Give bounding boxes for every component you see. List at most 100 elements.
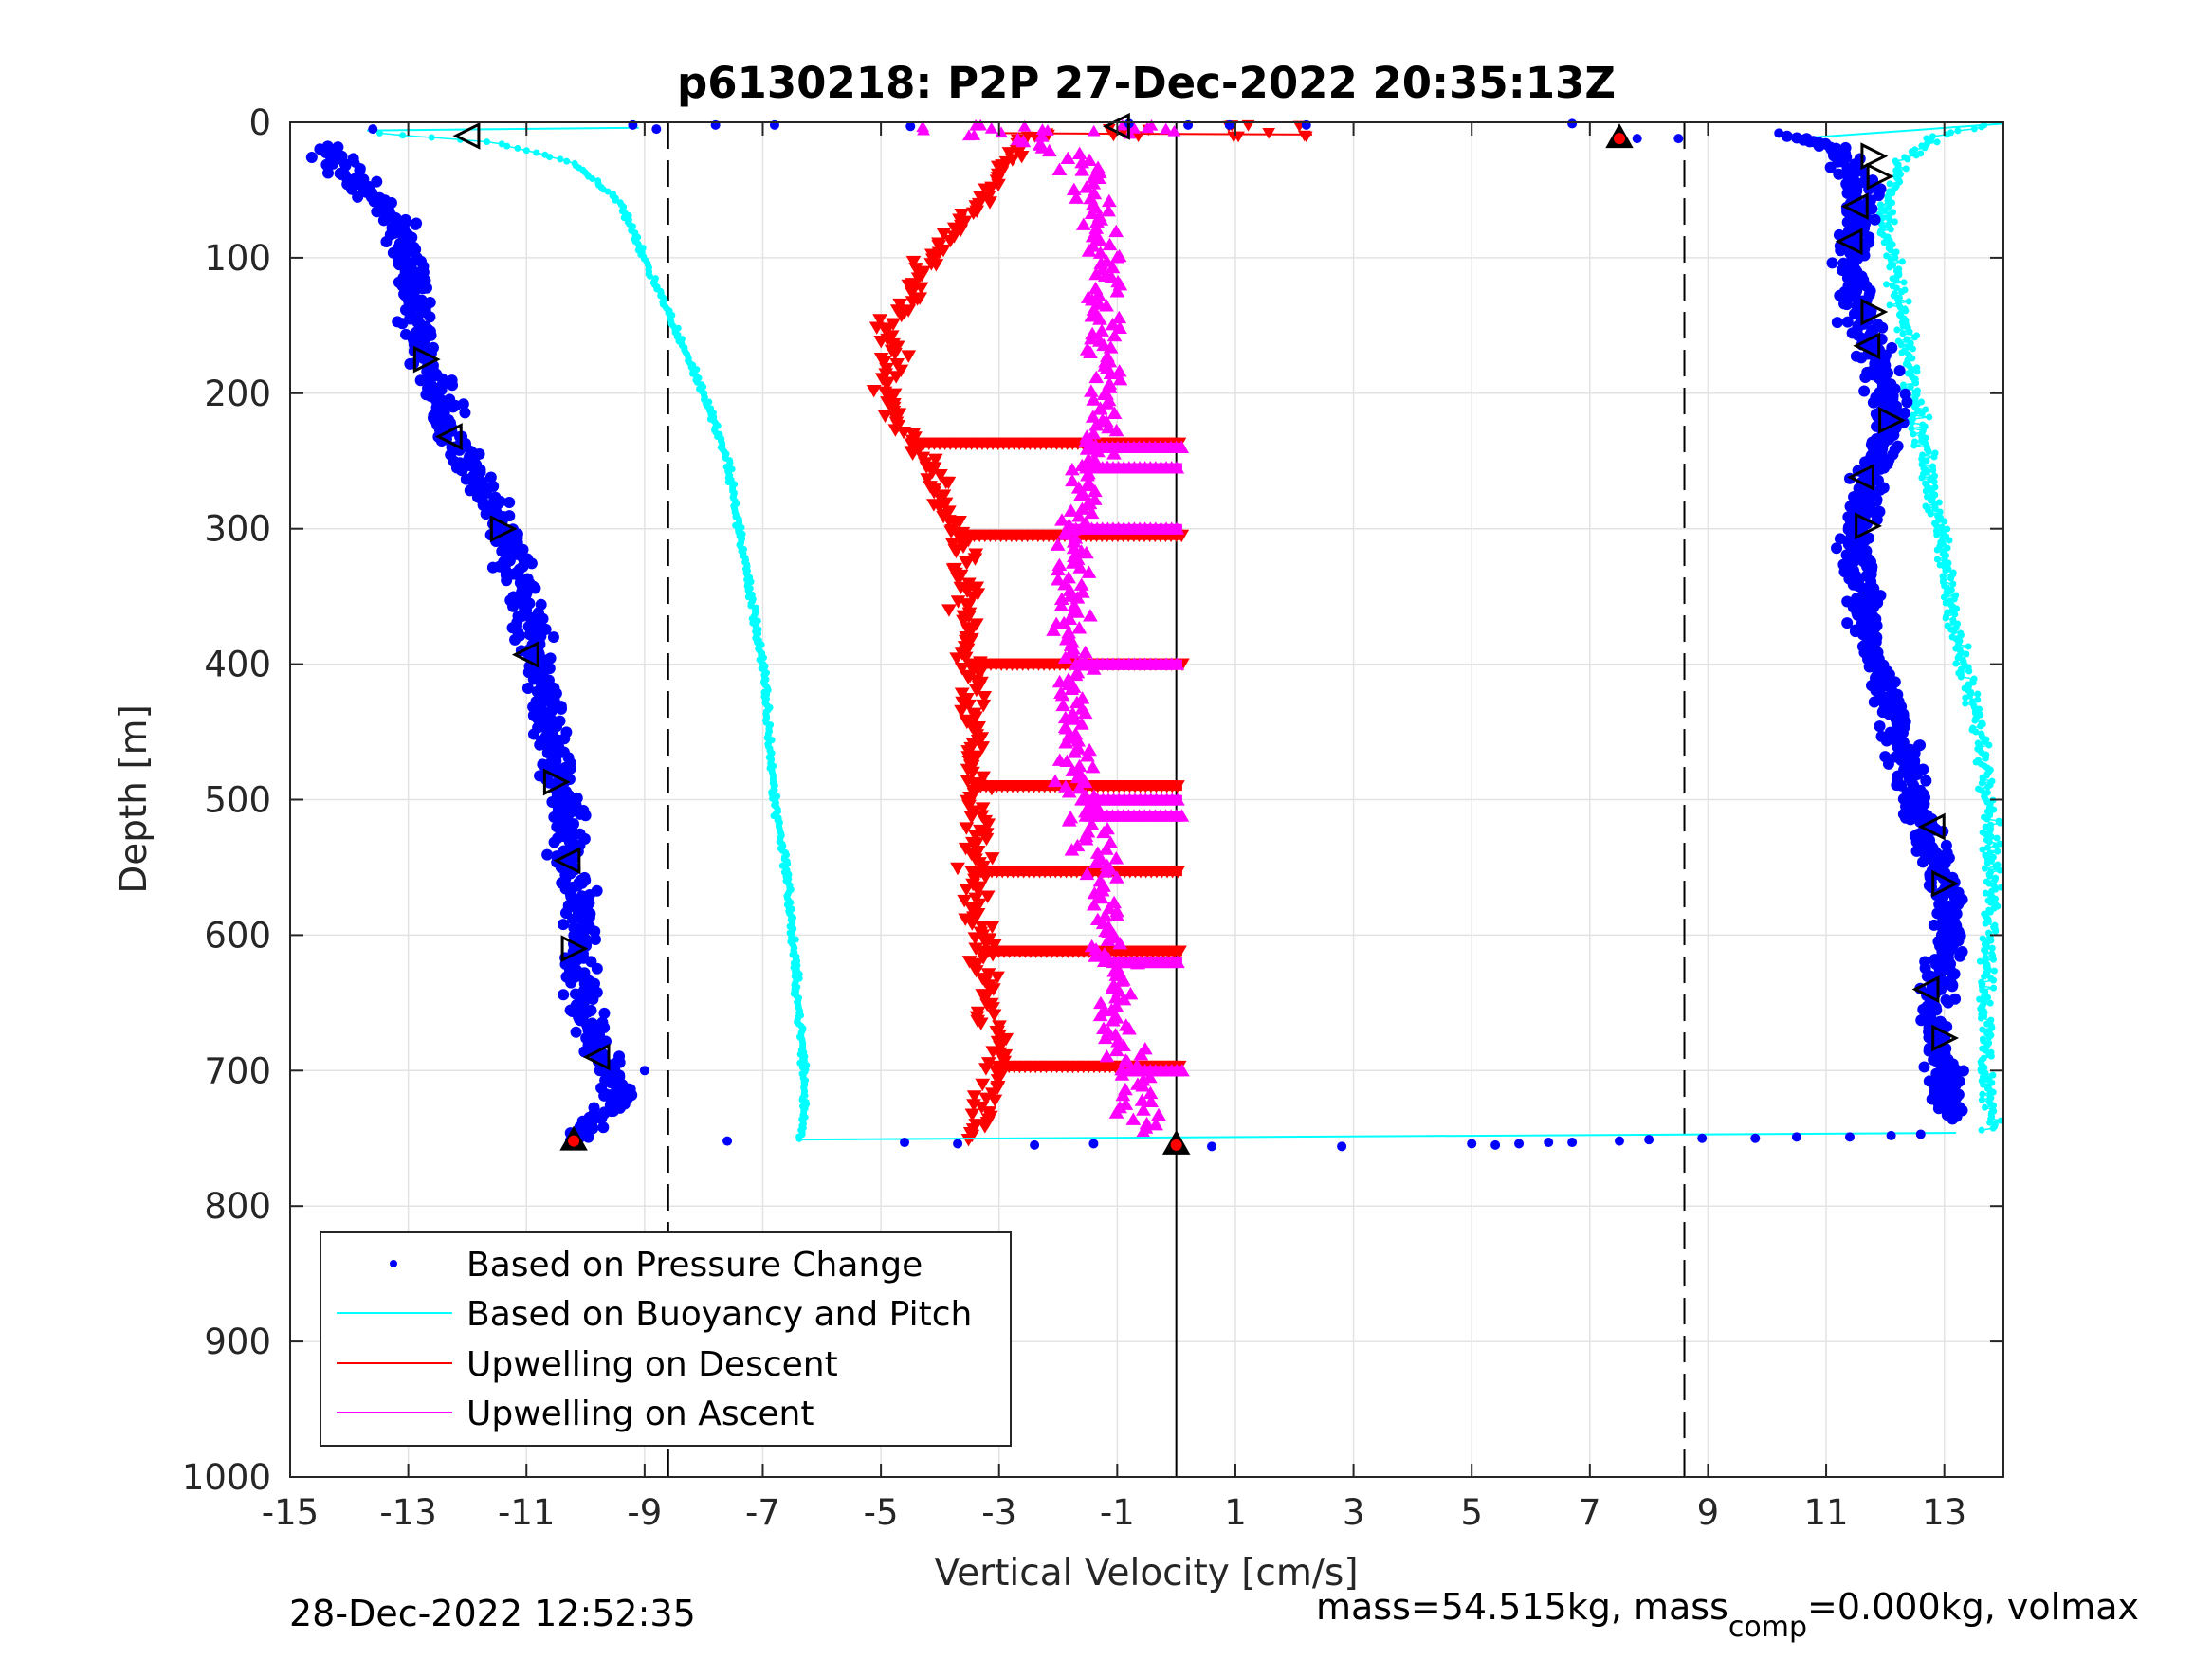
point-upwelling-ascent	[1051, 674, 1068, 688]
point-pressure-change	[1858, 385, 1871, 397]
point-upwelling-descent	[986, 939, 1002, 953]
buoyancy-surface-line	[1796, 122, 2004, 140]
point-pressure-change	[521, 683, 534, 695]
point-upwelling-ascent	[1015, 134, 1032, 148]
point-upwelling-ascent	[1065, 473, 1080, 487]
point-upwelling-ascent	[1086, 898, 1102, 911]
point-pressure-change	[411, 217, 423, 229]
point-pressure-change	[447, 379, 459, 392]
point-upwelling-ascent	[1081, 244, 1097, 257]
point-upwelling-ascent	[1100, 396, 1115, 410]
x-tick-label: -15	[262, 1492, 319, 1533]
point-upwelling-ascent	[961, 129, 976, 141]
point-upwelling-ascent	[1109, 250, 1125, 264]
point-pressure-change	[1882, 757, 1894, 770]
point-upwelling-ascent	[1148, 1117, 1163, 1131]
point-pressure-change	[396, 318, 409, 330]
point-upwelling-ascent	[1106, 328, 1123, 342]
point-upwelling-ascent	[1077, 705, 1093, 720]
y-axis-ticks: 0 100 200 300 400 500 600 700 800 900 1000	[182, 102, 2003, 1498]
series-buoyancy-pitch	[366, 121, 2004, 1142]
point-pressure-change	[582, 1131, 594, 1143]
point-upwelling-ascent	[1057, 650, 1073, 664]
point-upwelling-descent	[980, 818, 996, 831]
point-pressure-change	[558, 919, 570, 931]
point-upwelling-ascent	[1071, 621, 1088, 634]
point-upwelling-ascent	[1096, 825, 1112, 839]
x-tick-label: -3	[981, 1492, 1016, 1533]
x-tick-label: 5	[1460, 1492, 1483, 1533]
point-pressure-change	[1490, 1139, 1501, 1150]
point-pressure-change	[534, 738, 546, 751]
point-upwelling-ascent	[1123, 986, 1139, 1000]
point-upwelling-ascent	[1135, 1079, 1151, 1092]
point-upwelling-ascent	[1034, 140, 1051, 154]
point-upwelling-ascent	[1108, 1105, 1124, 1119]
point-upwelling-descent	[893, 309, 909, 323]
point-upwelling-ascent	[1071, 781, 1088, 794]
point-upwelling-ascent	[1053, 598, 1069, 611]
point-pressure-change	[953, 1139, 963, 1149]
point-upwelling-descent	[984, 852, 1000, 866]
point-upwelling-descent	[947, 517, 963, 531]
point-upwelling-ascent	[1175, 1064, 1190, 1077]
point-upwelling-descent	[990, 971, 1005, 985]
point-pressure-change	[607, 1104, 619, 1117]
point-upwelling-descent	[976, 699, 992, 713]
point-pressure-change	[570, 1026, 582, 1038]
point-upwelling-ascent	[1060, 151, 1076, 165]
point-upwelling-ascent	[1068, 667, 1084, 682]
x-tick-label: 11	[1804, 1492, 1849, 1533]
point-upwelling-ascent	[1041, 143, 1057, 157]
point-pressure-change	[1873, 189, 1885, 201]
point-upwelling-ascent	[1088, 370, 1105, 384]
point-upwelling-ascent	[1169, 521, 1185, 535]
x-tick-label: 7	[1579, 1492, 1601, 1533]
point-upwelling-ascent	[1093, 890, 1109, 904]
point-upwelling-ascent	[1114, 974, 1130, 987]
point-pressure-change	[900, 1138, 910, 1148]
point-upwelling-descent	[964, 1108, 980, 1121]
point-pressure-change	[1856, 352, 1868, 364]
point-upwelling-descent	[1297, 130, 1311, 142]
point-pressure-change	[1835, 245, 1847, 257]
point-upwelling-descent	[977, 1121, 993, 1134]
x-tick-label: 1	[1224, 1492, 1247, 1533]
point-upwelling-descent	[969, 837, 985, 850]
point-pressure-change	[1824, 161, 1837, 173]
point-upwelling-ascent	[1079, 866, 1095, 881]
point-pressure-change	[1544, 1138, 1554, 1148]
point-upwelling-ascent	[1159, 122, 1173, 135]
point-upwelling-ascent	[1073, 487, 1088, 501]
point-upwelling-ascent	[1082, 478, 1097, 492]
point-pressure-change	[590, 934, 602, 946]
point-pressure-change	[1844, 1132, 1855, 1142]
point-upwelling-ascent	[1084, 309, 1100, 322]
point-pressure-change	[651, 124, 662, 135]
point-pressure-change	[1791, 132, 1801, 142]
point-pressure-change	[1644, 1135, 1654, 1145]
point-pressure-change	[1886, 1130, 1896, 1140]
sample-marker	[542, 768, 571, 796]
point-pressure-change	[484, 471, 497, 483]
point-pressure-change	[1467, 1139, 1477, 1149]
point-pressure-change	[1920, 775, 1932, 787]
point-pressure-change	[1831, 542, 1843, 555]
footer-mass-subscript: comp	[1728, 1611, 1807, 1644]
x-axis-ticks: -15 -13 -11 -9 -7 -5 -3 -1 1 3 5 7 9 11 13	[262, 122, 1966, 1533]
point-pressure-change	[1898, 407, 1910, 419]
point-upwelling-descent	[872, 314, 887, 327]
point-pressure-change	[1876, 321, 1889, 334]
point-upwelling-ascent	[1109, 284, 1125, 298]
point-upwelling-ascent	[1088, 949, 1104, 962]
point-upwelling-ascent	[1105, 317, 1121, 331]
sample-marker	[434, 423, 463, 450]
point-upwelling-descent	[985, 983, 1001, 996]
x-tick-label: -5	[864, 1492, 899, 1533]
point-upwelling-descent	[936, 228, 952, 241]
point-upwelling-ascent	[1055, 698, 1071, 712]
point-upwelling-ascent	[1040, 124, 1054, 136]
point-pressure-change	[594, 1112, 606, 1124]
point-pressure-change	[507, 600, 520, 612]
